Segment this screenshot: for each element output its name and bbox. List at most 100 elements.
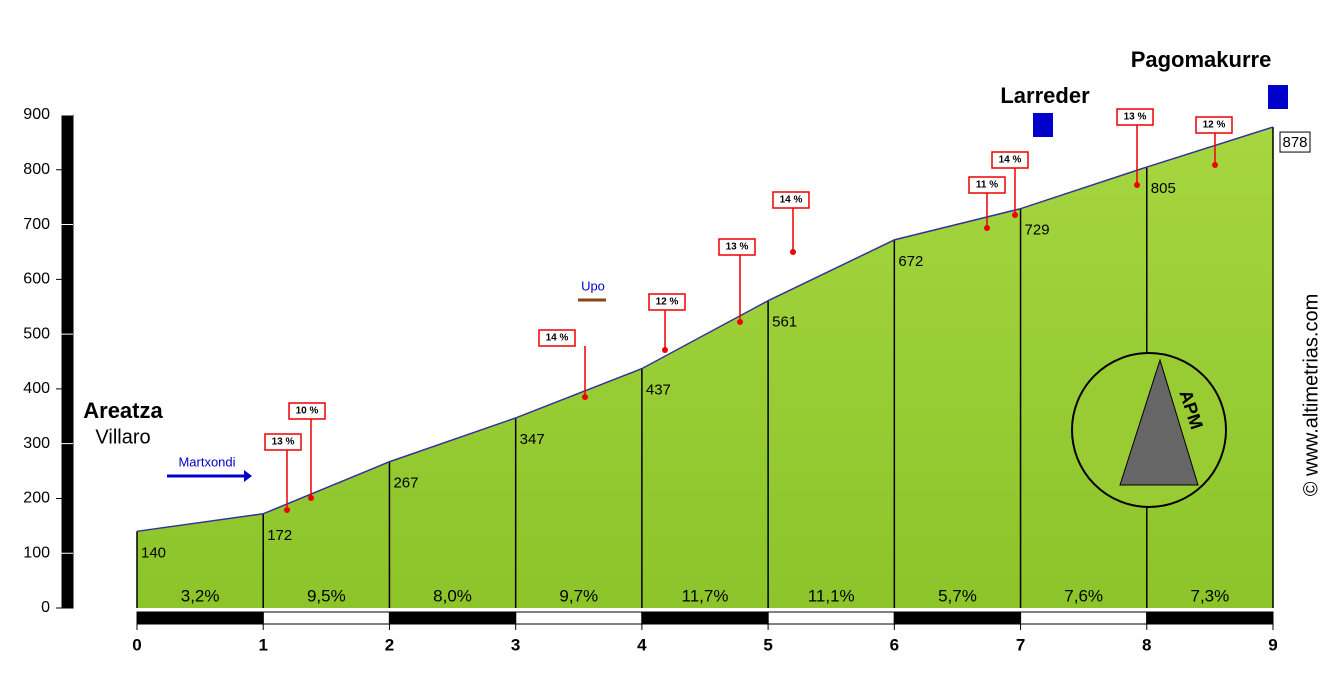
x-tick-label: 3 <box>511 635 520 654</box>
flag-point <box>308 495 314 501</box>
segment-slope: 11,7% <box>682 586 729 605</box>
x-tick-label: 9 <box>1268 635 1277 654</box>
segment-slope: 11,1% <box>808 586 855 605</box>
label-box <box>1279 131 1311 153</box>
flag-point <box>1212 162 1218 168</box>
y-axis-bar <box>61 224 74 280</box>
x-axis-bar <box>515 611 643 625</box>
gradient-flag: 12 % <box>656 297 679 308</box>
gradient-flag: 13 % <box>272 437 295 448</box>
flag-box <box>1195 116 1233 134</box>
x-axis-bar <box>1146 611 1274 625</box>
flag-box <box>968 176 1006 194</box>
gradient-flag: 14 % <box>546 333 569 344</box>
segment-slope: 5,7% <box>938 586 977 605</box>
elevation-label: 437 <box>646 382 671 399</box>
x-tick-label: 2 <box>385 635 394 654</box>
elevation-label: 347 <box>520 431 545 448</box>
y-axis-bar <box>61 443 74 499</box>
elevation-label: 140 <box>141 544 166 561</box>
x-axis-bar <box>893 611 1022 625</box>
elevation-label: 672 <box>898 253 923 270</box>
flag-point <box>1012 212 1018 218</box>
x-axis-bar <box>262 611 390 625</box>
profile-line <box>136 126 1274 533</box>
x-axis-bar <box>767 611 895 625</box>
flag-box <box>288 402 326 420</box>
x-tick-label: 4 <box>637 635 647 654</box>
elevation-label: 267 <box>393 475 418 492</box>
y-tick-label: 700 <box>23 216 50 233</box>
gradient-flag: 10 % <box>296 406 319 417</box>
gradient-flag: 12 % <box>1203 120 1226 131</box>
flag-box <box>264 433 302 451</box>
segment-slope: 3,2% <box>181 586 220 605</box>
y-tick-label: 300 <box>23 435 50 452</box>
flag-point <box>582 394 588 400</box>
flag-point <box>284 507 290 513</box>
copyright: © www.altimetrias.com <box>1300 294 1322 497</box>
segment-slope: 9,7% <box>559 586 598 605</box>
flag-box <box>648 293 686 311</box>
parking-sign <box>1033 113 1053 137</box>
y-tick-label: 200 <box>23 490 50 507</box>
y-tick-label: 400 <box>23 380 50 397</box>
x-tick-label: 1 <box>258 635 267 654</box>
x-axis-bar <box>388 611 517 625</box>
x-tick-label: 6 <box>890 635 899 654</box>
place-name: Pagomakurre <box>1131 47 1272 72</box>
flag-point <box>737 319 743 325</box>
flag-box <box>772 191 810 209</box>
place-name: Areatza <box>83 398 163 423</box>
y-tick-label: 100 <box>23 544 50 561</box>
x-tick-label: 5 <box>763 635 772 654</box>
y-axis-bar <box>61 552 74 609</box>
x-axis-bar <box>641 611 769 625</box>
y-axis-bar <box>61 278 74 335</box>
x-tick-label: 0 <box>132 635 141 654</box>
x-tick-label: 8 <box>1142 635 1151 654</box>
segment-slope: 8,0% <box>433 586 472 605</box>
flag-box <box>1116 108 1154 126</box>
place-name: Larreder <box>1000 83 1090 108</box>
parking-sign <box>1268 85 1288 109</box>
elevation-label: 878 <box>1282 134 1307 151</box>
gradient-flag: 14 % <box>999 155 1022 166</box>
elevation-label: 729 <box>1025 222 1050 239</box>
x-axis-bar <box>1020 611 1148 625</box>
segment-slope: 7,3% <box>1191 586 1230 605</box>
gradient-flag: 13 % <box>1124 112 1147 123</box>
y-axis-bar <box>61 497 74 554</box>
flag-box <box>538 329 576 347</box>
gradient-flag: 11 % <box>976 180 998 191</box>
flag-point <box>984 225 990 231</box>
flag-box <box>718 238 756 256</box>
gradient-flag: 14 % <box>780 195 803 206</box>
y-axis-bar <box>61 388 74 445</box>
y-tick-label: 800 <box>23 161 50 178</box>
flag-point <box>1134 182 1140 188</box>
flag-box <box>991 151 1029 169</box>
y-tick-label: 0 <box>41 599 50 616</box>
place-name: Upo <box>581 278 605 293</box>
elevation-label: 561 <box>772 314 797 331</box>
y-axis-bar <box>61 169 74 226</box>
logo-mountain <box>1119 358 1199 486</box>
arrow-head <box>244 470 252 482</box>
x-tick-label: 7 <box>1016 635 1025 654</box>
gradient-flag: 13 % <box>726 242 749 253</box>
y-axis-bar <box>61 333 74 390</box>
y-tick-label: 500 <box>23 325 50 342</box>
segment-slope: 7,6% <box>1064 586 1103 605</box>
y-tick-label: 600 <box>23 271 50 288</box>
elevation-label: 805 <box>1151 180 1176 197</box>
place-name: Martxondi <box>178 454 235 469</box>
flag-point <box>662 347 668 353</box>
y-axis-bar <box>61 114 74 171</box>
x-axis-bar <box>136 611 264 625</box>
place-name: Villaro <box>95 426 150 448</box>
segment-slope: 9,5% <box>307 586 346 605</box>
profile-area <box>137 127 1273 608</box>
flag-point <box>790 249 796 255</box>
